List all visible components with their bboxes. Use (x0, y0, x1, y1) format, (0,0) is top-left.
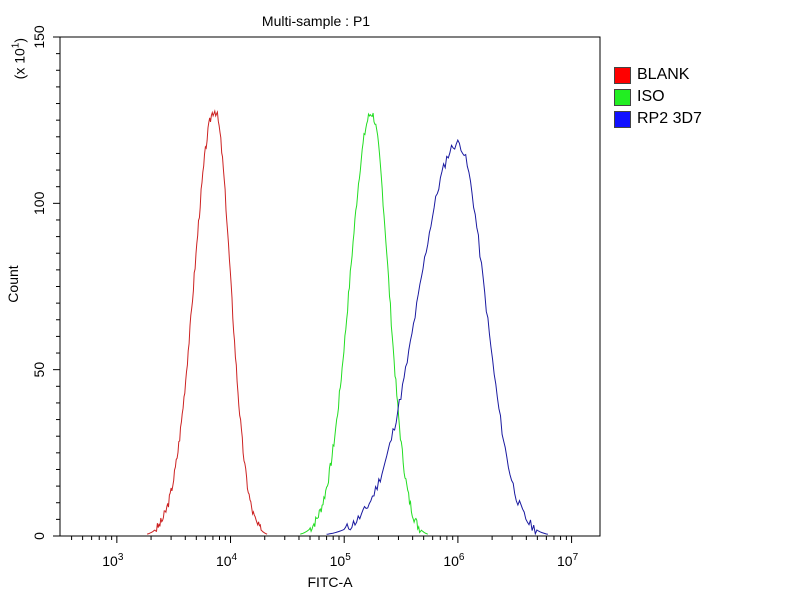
legend-label-rp2-3d7: RP2 3D7 (637, 110, 702, 127)
chart-title: Multi-sample : P1 (262, 13, 370, 29)
x-tick-label: 106 (443, 552, 465, 569)
series-line-rp2-3d7 (326, 138, 548, 536)
legend: BLANK ISO RP2 3D7 (614, 64, 702, 130)
y-axis-label: Count (5, 265, 21, 303)
series-line-iso (300, 112, 429, 535)
y-tick-label: 100 (31, 191, 47, 215)
legend-item-rp2-3d7: RP2 3D7 (614, 108, 702, 130)
legend-label-iso: ISO (637, 88, 665, 105)
x-tick-label: 107 (557, 552, 579, 569)
legend-swatch-iso (614, 88, 631, 106)
y-tick-label: 0 (31, 532, 47, 540)
x-tick-label: 104 (216, 552, 238, 569)
series-line-blank (146, 109, 268, 535)
legend-item-blank: BLANK (614, 64, 702, 86)
y-axis-scale-note: (x 101) (10, 37, 28, 80)
y-tick-label: 150 (31, 25, 47, 49)
legend-label-blank: BLANK (637, 66, 690, 83)
legend-item-iso: ISO (614, 86, 702, 108)
legend-swatch-blank (614, 66, 631, 84)
axes-group: 103 104 105 106 107 0 50 100 150 (31, 25, 579, 569)
series-group (146, 109, 548, 536)
legend-swatch-rp2-3d7 (614, 110, 631, 128)
y-tick-label: 50 (31, 362, 47, 378)
x-tick-label: 105 (330, 552, 352, 569)
x-axis-label: FITC-A (307, 574, 353, 590)
x-tick-label: 103 (102, 552, 124, 569)
plot-frame (59, 36, 601, 537)
